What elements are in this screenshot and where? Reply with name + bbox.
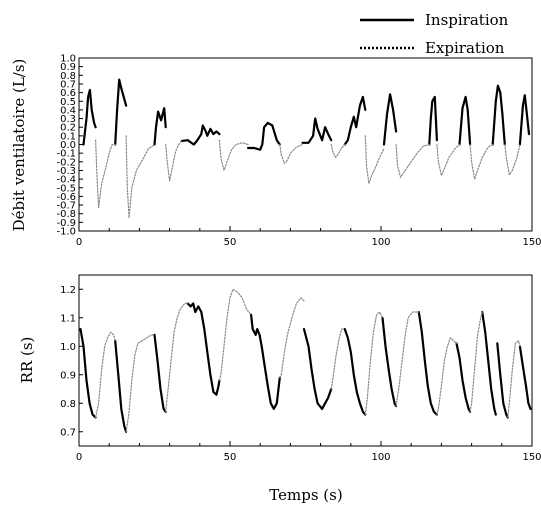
flow-y-tick-label: -0.3: [56, 166, 76, 177]
flow-y-tick-label: -0.1: [56, 149, 76, 160]
flow-expiration-line: [395, 143, 430, 178]
flow-panel: -1.0-0.9-0.8-0.7-0.6-0.5-0.4-0.3-0.2-0.1…: [10, 54, 541, 249]
flow-expiration-line: [95, 139, 116, 209]
rr-y-axis-label: RR (s): [18, 337, 36, 384]
rr-inspiration-line: [496, 342, 509, 419]
flow-plot-frame: [78, 57, 533, 232]
flow-x-tick-label: 0: [76, 237, 82, 248]
rr-y-tick-label: 1.2: [60, 285, 76, 296]
rr-x-tick-label: 0: [76, 452, 82, 463]
flow-y-tick-label: 0.2: [60, 123, 76, 134]
rr-expiration-line: [95, 331, 116, 419]
flow-expiration-line: [469, 143, 494, 180]
flow-expiration-line: [364, 135, 385, 184]
flow-expiration-line: [330, 143, 346, 159]
rr-expiration-line: [279, 297, 305, 379]
flow-expiration-line: [504, 143, 521, 176]
flow-series: [82, 78, 531, 219]
rr-inspiration-line: [518, 345, 532, 410]
rr-expiration-line: [218, 288, 252, 381]
flow-inspiration-line: [343, 95, 367, 146]
rr-inspiration-line: [79, 328, 97, 419]
rr-x-tick-label: 100: [371, 452, 390, 463]
rr-x-ticks: 0 50 100 150: [76, 441, 541, 463]
rr-expiration-line: [125, 334, 156, 433]
flow-y-tick-label: -0.7: [56, 201, 76, 212]
flow-y-tick-label: 0.4: [60, 105, 76, 116]
rr-expiration-line: [364, 311, 384, 416]
flow-y-tick-label: 0.0: [60, 140, 76, 151]
rr-inspiration-line: [302, 328, 333, 410]
flow-expiration-line: [125, 135, 156, 219]
flow-y-tick-label: -0.8: [56, 209, 76, 220]
rr-inspiration-line: [417, 310, 438, 416]
flow-inspiration-line: [428, 95, 438, 146]
legend-expiration-label: Expiration: [425, 39, 505, 57]
x-axis-label: Temps (s): [269, 486, 342, 504]
flow-inspiration-line: [491, 84, 506, 146]
rr-y-tick-label: 0.9: [60, 370, 76, 381]
rr-y-tick-label: 1.1: [60, 313, 76, 324]
flow-y-tick-label: 0.5: [60, 97, 76, 108]
flow-y-tick-label: -0.5: [56, 183, 76, 194]
flow-inspiration-line: [82, 88, 97, 146]
flow-y-tick-label: 0.6: [60, 88, 76, 99]
rr-plot-frame: [78, 274, 533, 447]
rr-y-tick-label: 0.8: [60, 399, 76, 410]
flow-inspiration-line: [247, 121, 281, 151]
rr-inspiration-line: [114, 339, 128, 433]
rr-expiration-line: [436, 337, 458, 416]
flow-y-tick-label: -0.6: [56, 192, 76, 203]
rr-inspiration-line: [250, 313, 281, 410]
rr-series: [79, 288, 532, 433]
flow-y-tick-label: -0.4: [56, 175, 76, 186]
rr-panel: 0.7 0.8 0.9 1.0 1.1 1.2 0 50 100 150 RR (s): [18, 274, 541, 463]
flow-expiration-line: [165, 140, 183, 182]
rr-inspiration-line: [455, 342, 472, 413]
legend-inspiration-label: Inspiration: [425, 11, 509, 29]
rr-inspiration-line: [153, 333, 167, 413]
rr-expiration-line: [395, 311, 420, 407]
flow-y-axis-label: Débit ventilatoire (L/s): [10, 59, 28, 232]
flow-y-ticks: -1.0-0.9-0.8-0.7-0.6-0.5-0.4-0.3-0.2-0.1…: [56, 54, 83, 238]
flow-expiration-line: [279, 143, 304, 165]
rr-y-tick-label: 1.0: [60, 342, 76, 353]
legend: Inspiration Expiration: [360, 11, 509, 57]
flow-inspiration-line: [114, 78, 128, 146]
flow-y-tick-label: -1.0: [56, 227, 76, 238]
flow-expiration-line: [436, 143, 461, 177]
flow-y-tick-label: 0.1: [60, 131, 76, 142]
rr-y-ticks: 0.7 0.8 0.9 1.0 1.1 1.2: [60, 285, 83, 438]
flow-y-tick-label: -0.9: [56, 218, 76, 229]
flow-y-tick-label: -0.2: [56, 157, 76, 168]
rr-inspiration-line: [343, 328, 367, 416]
flow-y-tick-label: 0.7: [60, 79, 76, 90]
rr-expiration-line: [507, 340, 521, 419]
flow-inspiration-line: [180, 124, 221, 146]
flow-y-tick-label: 0.3: [60, 114, 76, 125]
rr-y-tick-label: 0.7: [60, 427, 76, 438]
flow-expiration-line: [218, 139, 249, 171]
flow-x-ticks: 0 50 100 150: [76, 226, 541, 248]
rr-expiration-line: [165, 302, 189, 413]
flow-inspiration-line: [382, 93, 398, 146]
rr-expiration-line: [330, 328, 346, 390]
flow-y-tick-label: 1.0: [60, 54, 76, 65]
flow-x-tick-label: 150: [522, 237, 541, 248]
rr-inspiration-line: [186, 302, 221, 396]
flow-inspiration-line: [458, 95, 472, 146]
rr-inspiration-line: [481, 310, 497, 416]
flow-y-tick-label: 0.8: [60, 71, 76, 82]
rr-inspiration-line: [381, 316, 398, 408]
rr-x-tick-label: 150: [522, 452, 541, 463]
rr-x-tick-label: 50: [224, 452, 237, 463]
flow-inspiration-line: [153, 107, 167, 146]
flow-inspiration-line: [301, 117, 333, 144]
flow-y-tick-label: 0.9: [60, 62, 76, 73]
rr-expiration-line: [469, 311, 483, 413]
flow-x-tick-label: 100: [371, 237, 390, 248]
flow-inspiration-line: [518, 94, 531, 146]
flow-x-tick-label: 50: [224, 237, 237, 248]
